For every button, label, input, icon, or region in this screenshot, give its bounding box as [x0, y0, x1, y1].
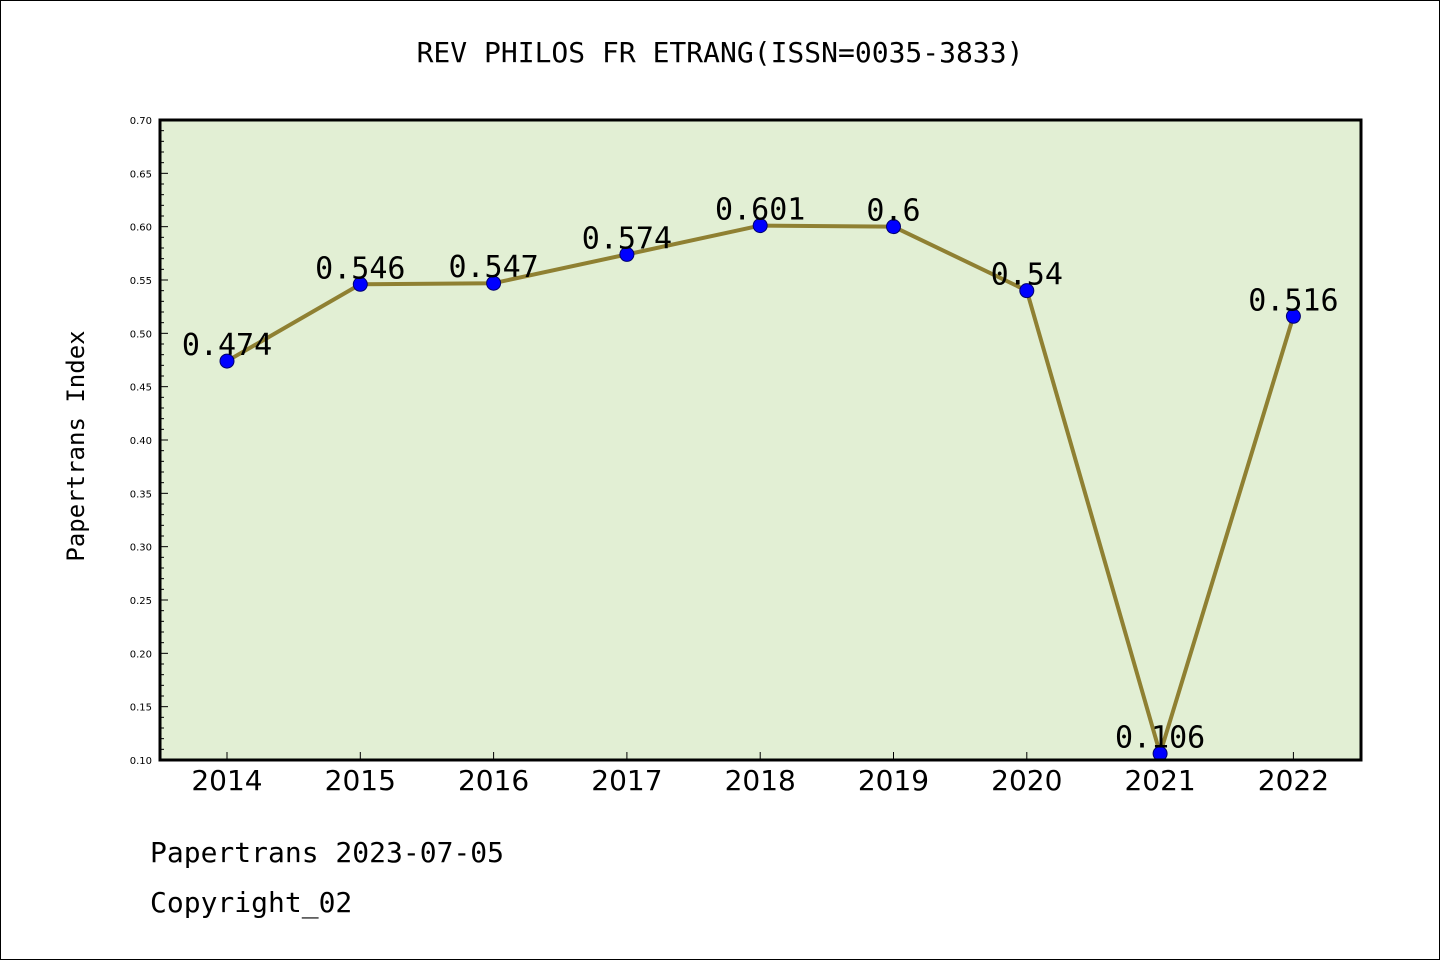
series-markers — [219, 218, 1301, 762]
data-point — [752, 218, 768, 234]
data-label: 0.547 — [448, 250, 538, 285]
data-point — [619, 246, 635, 262]
chart-title: REV PHILOS FR ETRANG(ISSN=0035-3833) — [416, 36, 1024, 69]
data-label: 0.516 — [1248, 283, 1338, 318]
data-point — [486, 275, 502, 291]
y-tick-label: 0.65 — [130, 169, 152, 180]
data-point — [1285, 308, 1301, 324]
y-tick-label: 0.30 — [130, 543, 152, 554]
y-tick-label: 0.45 — [130, 383, 152, 394]
data-point — [1019, 283, 1035, 299]
data-point — [219, 353, 235, 369]
x-tick-label: 2016 — [458, 764, 529, 797]
x-tick-label: 2019 — [858, 764, 929, 797]
plot-border — [158, 118, 1363, 762]
data-point — [886, 219, 901, 235]
data-label: 0.574 — [582, 221, 672, 256]
y-tick-label: 0.20 — [130, 649, 152, 660]
data-label: 0.601 — [715, 193, 805, 228]
footer-copyright: Copyright_02 — [150, 886, 353, 919]
x-axis-ticks: 2014 2015 2016 2017 2018 2019 2020 2021 2022 — [191, 752, 1329, 797]
data-label: 0.546 — [315, 251, 405, 286]
footer-date: Papertrans 2023-07-05 — [150, 836, 505, 869]
x-tick-label: 2022 — [1258, 764, 1329, 797]
y-tick-label: 0.10 — [130, 756, 152, 767]
y-tick-label: 0.40 — [130, 436, 152, 447]
data-label: 0.474 — [182, 328, 272, 363]
y-tick-label: 0.55 — [130, 276, 152, 287]
x-tick-label: 2021 — [1124, 764, 1195, 797]
x-tick-label: 2015 — [325, 764, 396, 797]
x-tick-label: 2018 — [725, 764, 796, 797]
data-labels: 0.474 0.546 0.547 0.574 0.601 0.6 0.54 0.106 0.5… — [182, 193, 1339, 756]
x-tick-label: 2020 — [991, 764, 1062, 797]
y-tick-label: 0.70 — [130, 116, 152, 127]
y-tick-label: 0.60 — [130, 223, 152, 234]
x-tick-label: 2014 — [191, 764, 262, 797]
y-tick-label: 0.35 — [130, 489, 152, 500]
data-label: 0.6 — [866, 194, 920, 229]
y-tick-label: 0.15 — [130, 703, 152, 714]
y-tick-label: 0.50 — [130, 329, 152, 340]
data-label: 0.106 — [1115, 721, 1205, 756]
data-label: 0.54 — [991, 258, 1063, 293]
x-tick-label: 2017 — [591, 764, 662, 797]
data-point — [352, 276, 368, 292]
y-tick-label: 0.25 — [130, 596, 152, 607]
